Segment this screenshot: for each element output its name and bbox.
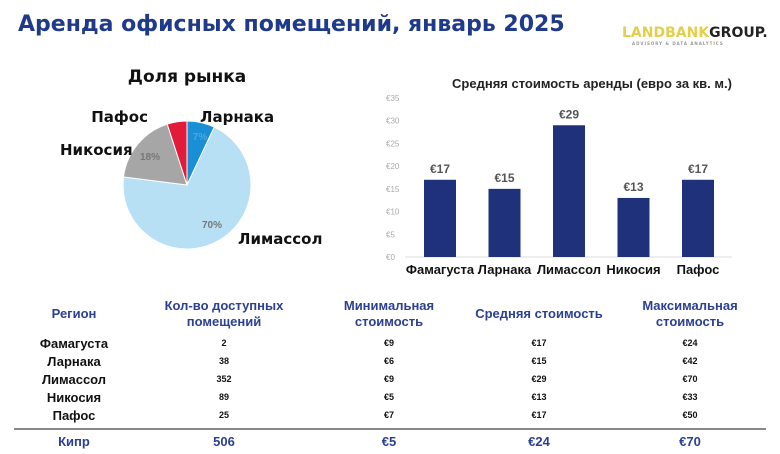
pie-label: Лимассол bbox=[238, 230, 322, 248]
table-cell: €9 bbox=[383, 374, 394, 384]
logo: LANDBANKGROUP. ADVISORY & DATA ANALYTICS bbox=[622, 25, 768, 46]
table-cell: 25 bbox=[218, 410, 229, 420]
table-cell: Никосия bbox=[46, 389, 102, 405]
table-cell: €70 bbox=[682, 374, 698, 384]
bar bbox=[682, 179, 714, 257]
table-cell: 2 bbox=[221, 338, 227, 348]
pie-percent: 7% bbox=[193, 132, 208, 143]
x-tick-label: Никосия bbox=[606, 262, 660, 277]
divider bbox=[14, 428, 766, 430]
y-tick-label: €30 bbox=[386, 117, 400, 126]
table-cell: 38 bbox=[218, 356, 229, 366]
pie-title: Доля рынка bbox=[128, 67, 246, 87]
header-cell: Средняя стоимость bbox=[475, 306, 603, 321]
table-cell: €7 bbox=[383, 410, 394, 420]
pie-slice bbox=[166, 120, 188, 186]
bar-title: Средняя стоимость аренды (евро за кв. м.… bbox=[452, 76, 732, 91]
table-header: Регион Кол-во доступных помещений Минима… bbox=[14, 294, 766, 334]
table-cell: 89 bbox=[218, 392, 229, 402]
table-row: Фамагуста 2 €9 €17 €24 bbox=[14, 334, 766, 352]
y-tick-label: €35 bbox=[386, 94, 400, 103]
bar-data-label: €29 bbox=[559, 107, 579, 121]
table-cell: Пафос bbox=[52, 407, 96, 423]
total-cell: €5 bbox=[381, 433, 397, 449]
x-tick-label: Лимассол bbox=[537, 262, 601, 277]
table-cell: €6 bbox=[383, 356, 394, 366]
bar bbox=[488, 188, 521, 257]
table-cell: €9 bbox=[383, 338, 394, 348]
table-cell: €15 bbox=[531, 356, 547, 366]
total-cell: €24 bbox=[528, 433, 550, 449]
bar bbox=[553, 125, 585, 257]
table-cell: €29 bbox=[531, 374, 547, 384]
table-cell: Фамагуста bbox=[39, 335, 109, 351]
pie-label: Никосия bbox=[60, 141, 133, 159]
pie-slice bbox=[122, 126, 252, 250]
pie-percent: 18% bbox=[140, 152, 160, 163]
y-tick-label: €20 bbox=[386, 162, 400, 171]
table-row: Ларнака 38 €6 €15 €42 bbox=[14, 352, 766, 370]
table-cell: €24 bbox=[682, 338, 698, 348]
total-cell: 506 bbox=[213, 433, 235, 449]
x-tick-label: Пафос bbox=[677, 262, 720, 277]
y-tick-label: €10 bbox=[386, 208, 400, 217]
y-tick-label: €15 bbox=[386, 185, 400, 194]
table-cell: €42 bbox=[682, 356, 698, 366]
pie-slice bbox=[122, 123, 188, 186]
x-tick-label: Фамагуста bbox=[406, 262, 475, 277]
table-cell: Ларнака bbox=[47, 353, 101, 369]
table-cell: €17 bbox=[531, 338, 547, 348]
bar-data-label: €13 bbox=[623, 180, 643, 194]
table-row: Никосия 89 €5 €13 €33 bbox=[14, 388, 766, 406]
table-cell: Лимассол bbox=[41, 371, 107, 387]
pie-percent: 70% bbox=[202, 220, 222, 231]
pie-label: Ларнака bbox=[200, 108, 274, 126]
logo-text-group: GROUP. bbox=[709, 25, 768, 41]
table-row: Лимассол 352 €9 €29 €70 bbox=[14, 370, 766, 388]
table-cell: 352 bbox=[216, 374, 232, 384]
bar bbox=[424, 179, 456, 257]
pie-label: Пафос bbox=[91, 108, 148, 126]
header-cell: Регион bbox=[51, 306, 97, 321]
y-tick-label: €5 bbox=[386, 230, 395, 239]
table-total-row: Кипр 506 €5 €24 €70 bbox=[14, 430, 766, 452]
total-cell: €70 bbox=[679, 433, 701, 449]
bar-data-label: €17 bbox=[688, 162, 708, 176]
table-cell: €17 bbox=[531, 410, 547, 420]
table-cell: €50 bbox=[682, 410, 698, 420]
page-title: Аренда офисных помещений, январь 2025 bbox=[18, 12, 565, 37]
bar-data-label: €15 bbox=[494, 171, 514, 185]
header-cell: Кол-во доступных помещений bbox=[164, 298, 284, 329]
data-table: Регион Кол-во доступных помещений Минима… bbox=[14, 294, 766, 452]
x-tick-label: Ларнака bbox=[478, 262, 532, 277]
logo-text: LANDBANK bbox=[622, 25, 710, 41]
table-body: Фамагуста 2 €9 €17 €24 Ларнака 38 €6 €15 €42 Лимас… bbox=[14, 334, 766, 424]
charts: Доля рынка Ларнака 7% Лимассол 70% Никосия 18%… bbox=[60, 67, 732, 277]
bar-data-label: €17 bbox=[430, 162, 450, 176]
header-cell: Максимальная стоимость bbox=[642, 298, 738, 329]
bar bbox=[617, 197, 650, 257]
total-cell: Кипр bbox=[58, 433, 90, 449]
table-row: Пафос 25 €7 €17 €50 bbox=[14, 406, 766, 424]
table-cell: €5 bbox=[383, 392, 394, 402]
header-cell: Минимальная стоимость bbox=[343, 298, 435, 329]
table-cell: €13 bbox=[531, 392, 547, 402]
y-tick-label: €25 bbox=[386, 139, 400, 148]
logo-tagline: ADVISORY & DATA ANALYTICS bbox=[632, 41, 724, 46]
table-cell: €33 bbox=[682, 392, 698, 402]
y-tick-label: €0 bbox=[386, 253, 395, 262]
